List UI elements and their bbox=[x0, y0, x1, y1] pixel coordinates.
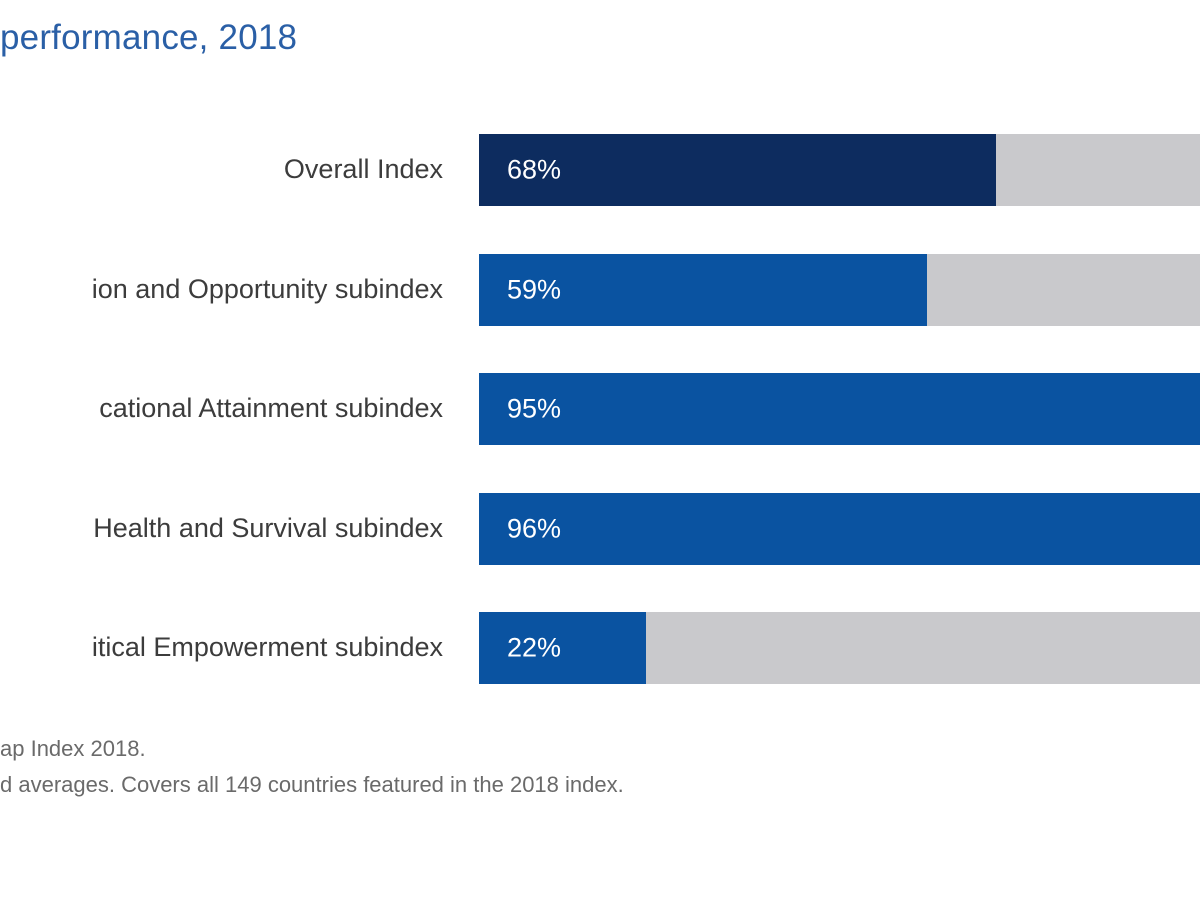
category-label: Overall Index bbox=[283, 154, 443, 184]
bar: 95% bbox=[479, 373, 1200, 445]
data-label: 59% bbox=[507, 274, 562, 304]
footnote: d averages. Covers all 149 countries fea… bbox=[0, 772, 624, 797]
category-label: ion and Opportunity subindex bbox=[91, 273, 443, 304]
bar-track: 96% bbox=[479, 492, 1200, 565]
data-label: 96% bbox=[507, 513, 562, 543]
bar: 59% bbox=[479, 253, 928, 326]
data-label: 68% bbox=[507, 154, 562, 185]
bar-track: 22% bbox=[479, 612, 1200, 684]
category-label: itical Empowerment subindex bbox=[91, 632, 443, 662]
data-label: 22% bbox=[507, 632, 562, 663]
bar-track: 68% bbox=[479, 134, 1200, 206]
bar: 22% bbox=[479, 612, 647, 684]
bar-track: 95% bbox=[479, 373, 1200, 445]
bar: 96% bbox=[479, 492, 1200, 565]
source-note: ap Index 2018. bbox=[0, 736, 146, 761]
data-label: 95% bbox=[507, 393, 562, 424]
bar-track: 59% bbox=[479, 253, 1200, 326]
category-label: cational Attainment subindex bbox=[99, 393, 443, 423]
bar: 68% bbox=[479, 134, 996, 206]
category-label: Health and Survival subindex bbox=[93, 512, 443, 543]
chart-title: performance, 2018 bbox=[0, 18, 298, 57]
